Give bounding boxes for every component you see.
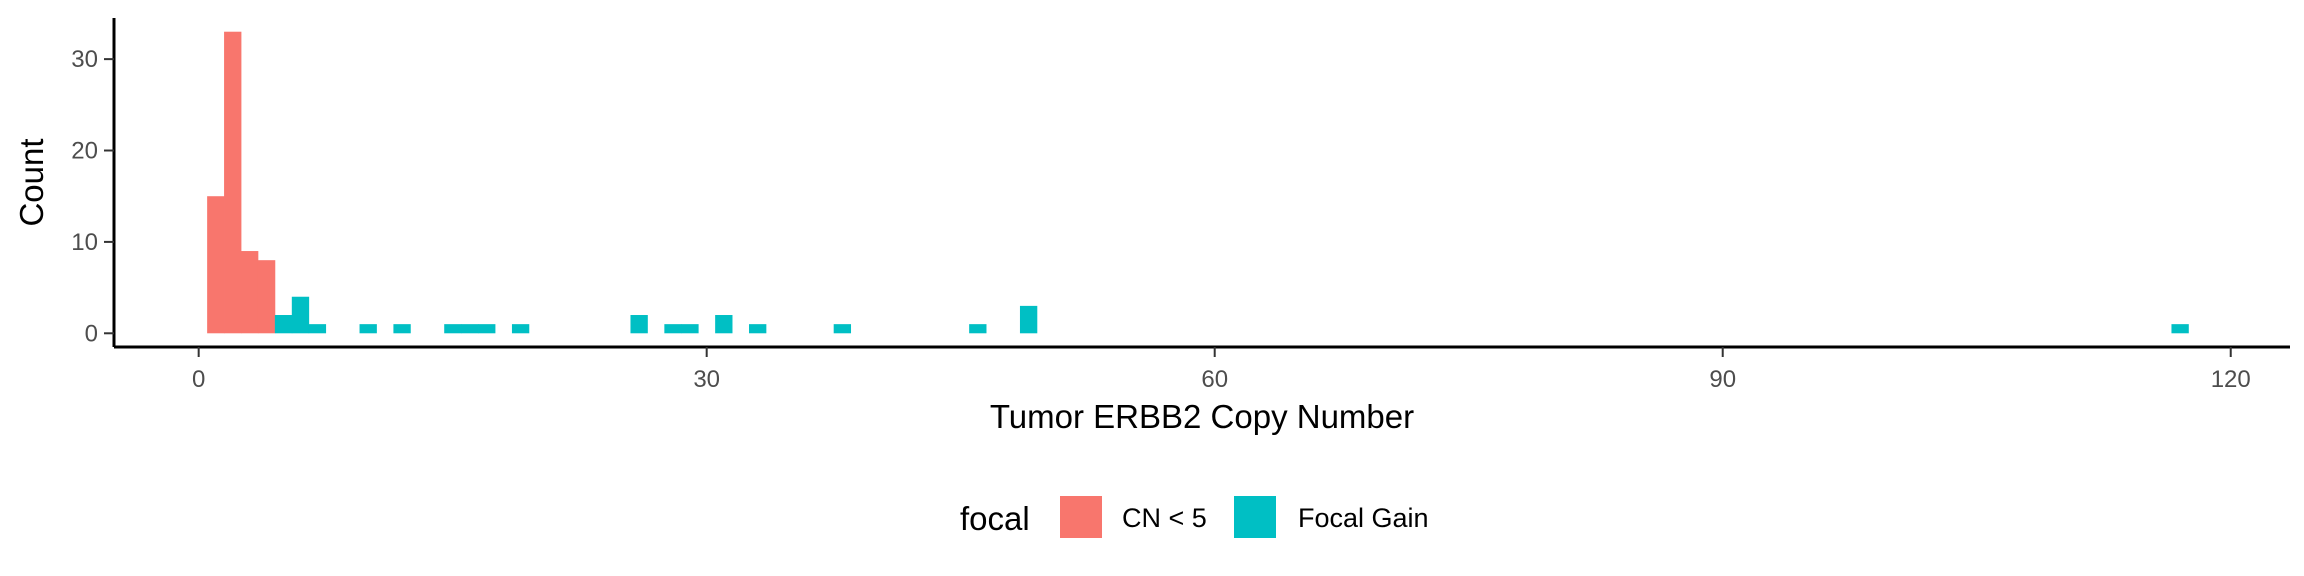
y-tick-label: 10 (71, 229, 98, 256)
x-axis-ticks: 0 30 60 90 120 (192, 347, 2251, 393)
legend-key-focal-gain (1234, 496, 1276, 538)
legend-title: focal (960, 500, 1030, 537)
x-tick-label: 90 (1709, 366, 1736, 393)
histogram-bars (207, 31, 2189, 334)
bar-focal-gain-15 (969, 324, 987, 334)
x-tick-label: 0 (192, 366, 205, 393)
bar-focal-gain-1 (291, 296, 310, 334)
bar-cn-lt-5-2 (241, 251, 259, 334)
bar-focal-gain-12 (715, 315, 733, 334)
x-tick-label: 30 (693, 366, 720, 393)
bar-focal-gain-4 (393, 324, 411, 334)
legend-label-focal-gain: Focal Gain (1298, 503, 1429, 533)
bar-focal-gain-2 (308, 324, 327, 334)
y-axis-title: Count (13, 138, 50, 226)
x-tick-label: 120 (2211, 366, 2251, 393)
bar-focal-gain-7 (478, 324, 496, 334)
y-tick-label: 0 (85, 320, 98, 347)
bar-cn-lt-5-1 (224, 31, 242, 334)
legend-key-cn-lt-5 (1060, 496, 1102, 538)
y-tick-label: 20 (71, 138, 98, 165)
bar-focal-gain-8 (511, 324, 530, 334)
y-tick-label: 30 (71, 46, 98, 73)
legend-label-cn-lt-5: CN < 5 (1122, 503, 1207, 533)
bar-focal-gain-11 (681, 324, 699, 334)
bar-cn-lt-5-0 (207, 196, 225, 334)
bar-focal-gain-10 (664, 324, 682, 334)
x-tick-label: 60 (1201, 366, 1228, 393)
bar-cn-lt-5-3 (257, 260, 276, 334)
bar-focal-gain-14 (833, 324, 852, 334)
bar-focal-gain-9 (630, 315, 648, 334)
bar-focal-gain-13 (749, 324, 767, 334)
legend: focal CN < 5 Focal Gain (960, 496, 1429, 538)
bar-focal-gain-5 (444, 324, 462, 334)
bar-focal-gain-3 (359, 324, 377, 334)
bar-focal-gain-16 (1019, 305, 1038, 334)
y-axis-ticks: 0 10 20 30 (71, 46, 114, 347)
bar-focal-gain-0 (274, 315, 293, 334)
bar-focal-gain-17 (2171, 324, 2189, 334)
bar-focal-gain-6 (461, 324, 479, 334)
x-axis-title: Tumor ERBB2 Copy Number (990, 398, 1414, 435)
